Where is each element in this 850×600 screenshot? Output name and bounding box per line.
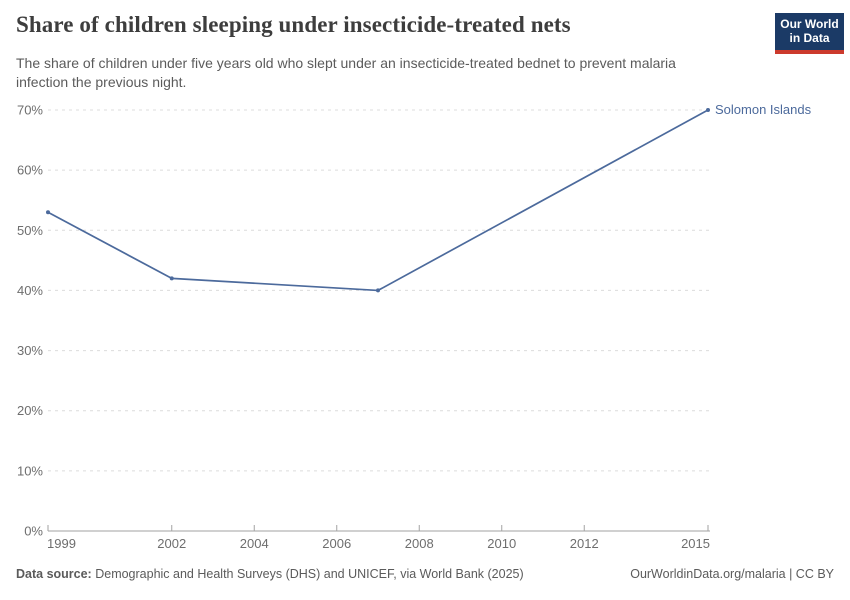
y-axis-tick-label: 0%	[24, 524, 43, 539]
owid-logo: Our World in Data	[775, 13, 844, 54]
y-axis-tick-label: 70%	[17, 103, 43, 118]
owid-logo-line2: in Data	[789, 30, 830, 45]
x-axis-tick-label: 2012	[570, 536, 599, 551]
x-axis-tick-label: 1999	[47, 536, 76, 551]
x-axis-tick-label: 2015	[681, 536, 710, 551]
data-point	[46, 210, 50, 215]
y-axis-tick-label: 30%	[17, 343, 43, 358]
data-point	[169, 276, 174, 281]
x-axis-tick-label: 2002	[157, 536, 186, 551]
x-axis-tick-label: 2010	[487, 536, 516, 551]
page-title: Share of children sleeping under insecti…	[16, 12, 571, 37]
x-axis-tick-label: 2004	[240, 536, 269, 551]
data-point	[376, 288, 380, 293]
chart-footer: Data source: Demographic and Health Surv…	[16, 567, 834, 581]
y-axis-tick-label: 50%	[17, 223, 43, 238]
x-axis-tick-label: 2006	[322, 536, 351, 551]
data-point	[706, 108, 710, 112]
y-axis-tick-label: 60%	[17, 163, 43, 178]
chart-subtitle: The share of children under five years o…	[16, 55, 676, 91]
y-axis-tick-label: 10%	[17, 463, 43, 478]
owid-logo-line1: Our World	[780, 16, 839, 31]
data-source-text: Demographic and Health Surveys (DHS) and…	[95, 567, 524, 581]
series-end-label: Solomon Islands	[715, 102, 812, 117]
x-axis-tick-label: 2008	[405, 536, 434, 551]
license-link[interactable]: OurWorldinData.org/malaria | CC BY	[630, 567, 834, 581]
y-axis-tick-label: 20%	[17, 403, 43, 418]
data-source-label: Data source:	[16, 567, 92, 581]
y-axis-tick-label: 40%	[17, 283, 43, 298]
trend-line	[47, 109, 709, 292]
data-source: Data source: Demographic and Health Surv…	[16, 567, 524, 581]
